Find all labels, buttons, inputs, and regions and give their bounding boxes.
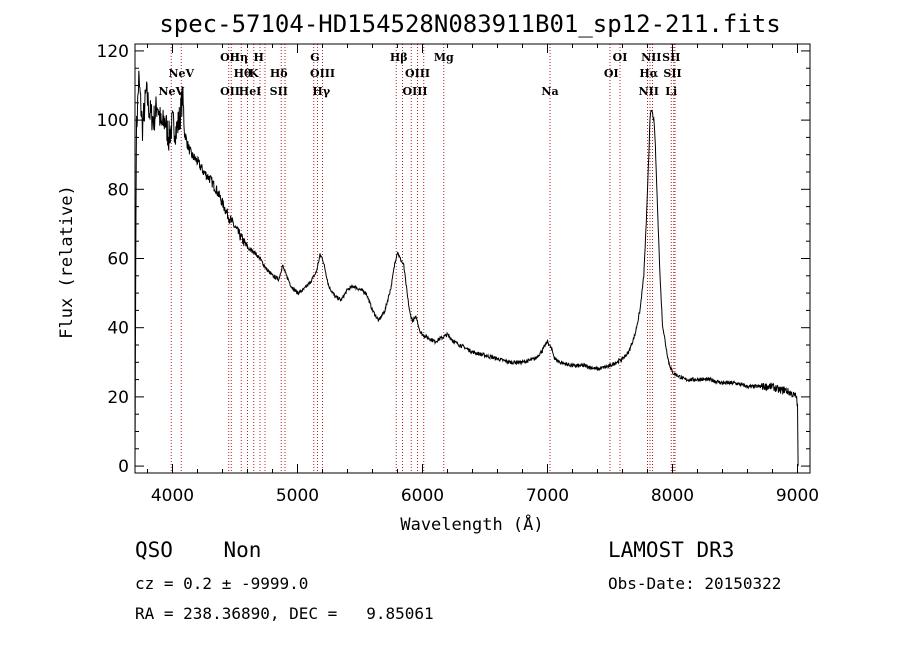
emission-line-label: OI xyxy=(604,67,619,80)
plot-frame xyxy=(134,43,811,474)
x-tick-label: 5000 xyxy=(276,486,319,506)
emission-line-markers xyxy=(170,44,676,473)
emission-line-label: Na xyxy=(541,85,558,98)
emission-line-label: SII xyxy=(663,67,681,80)
x-tick-label: 4000 xyxy=(151,486,194,506)
y-tick-label: 40 xyxy=(107,319,129,339)
y-tick-label: 80 xyxy=(107,180,129,200)
emission-line-label: Hβ xyxy=(390,51,408,64)
x-axis-ticks: 4000 5000 6000 7000 8000 9000 xyxy=(147,44,819,506)
y-tick-label: 60 xyxy=(107,250,129,270)
y-tick-label: 20 xyxy=(107,388,129,408)
x-tick-label: 8000 xyxy=(651,486,694,506)
y-tick-label: 0 xyxy=(118,457,129,477)
emission-line-label: OI xyxy=(613,51,628,64)
chart-title: spec-57104-HD154528N083911B01_sp12-211.f… xyxy=(159,10,780,38)
redshift-info: cz = 0.2 ± -9999.0 xyxy=(135,574,309,593)
emission-line-label: Mg xyxy=(434,51,454,64)
emission-line-label: Hη xyxy=(230,51,248,64)
y-tick-label: 120 xyxy=(97,42,129,62)
emission-line-label: NII xyxy=(639,85,659,98)
emission-line-label: OIII xyxy=(402,85,427,98)
x-axis-label: Wavelength (Å) xyxy=(400,513,543,535)
emission-line-label: Hγ xyxy=(312,85,330,98)
emission-line-label: OII xyxy=(220,85,240,98)
survey-name: LAMOST DR3 xyxy=(608,538,735,562)
emission-line-label: Hα xyxy=(639,67,658,80)
x-tick-label: 7000 xyxy=(526,486,569,506)
x-tick-label: 6000 xyxy=(401,486,444,506)
object-class: QSO Non xyxy=(135,538,262,562)
observation-date: Obs-Date: 20150322 xyxy=(608,574,782,593)
y-axis-ticks: 0 20 40 60 80 100 120 xyxy=(97,42,810,477)
emission-line-label: SII xyxy=(270,85,288,98)
emission-line-label: SII xyxy=(662,51,680,64)
emission-line-label: NII xyxy=(641,51,661,64)
y-axis-label: Flux (relative) xyxy=(57,185,77,339)
emission-line-label: I xyxy=(256,85,261,98)
emission-line-label: K xyxy=(249,67,259,80)
spectrum-line xyxy=(134,70,799,467)
emission-line-label: Hδ xyxy=(270,67,288,80)
emission-line-label: Hθ xyxy=(234,67,252,80)
emission-line-label: He xyxy=(239,85,256,98)
emission-line-label: NeV xyxy=(168,67,194,80)
emission-line-label: H xyxy=(254,51,264,64)
emission-line-label: OII xyxy=(220,51,240,64)
emission-line-label: NeV xyxy=(158,85,184,98)
emission-line-label: OIII xyxy=(405,67,430,80)
emission-line-label: G xyxy=(310,51,319,64)
emission-line-label: Li xyxy=(665,85,677,98)
x-tick-label: 9000 xyxy=(776,486,819,506)
y-tick-label: 100 xyxy=(97,111,129,131)
emission-line-label: OIII xyxy=(310,67,335,80)
coordinates: RA = 238.36890, DEC = 9.85061 xyxy=(135,604,434,623)
emission-line-labels: NeVNeVOIIOIIHηHθHeHKIHδSIIGOIIIHγHβOIIIO… xyxy=(158,51,681,98)
